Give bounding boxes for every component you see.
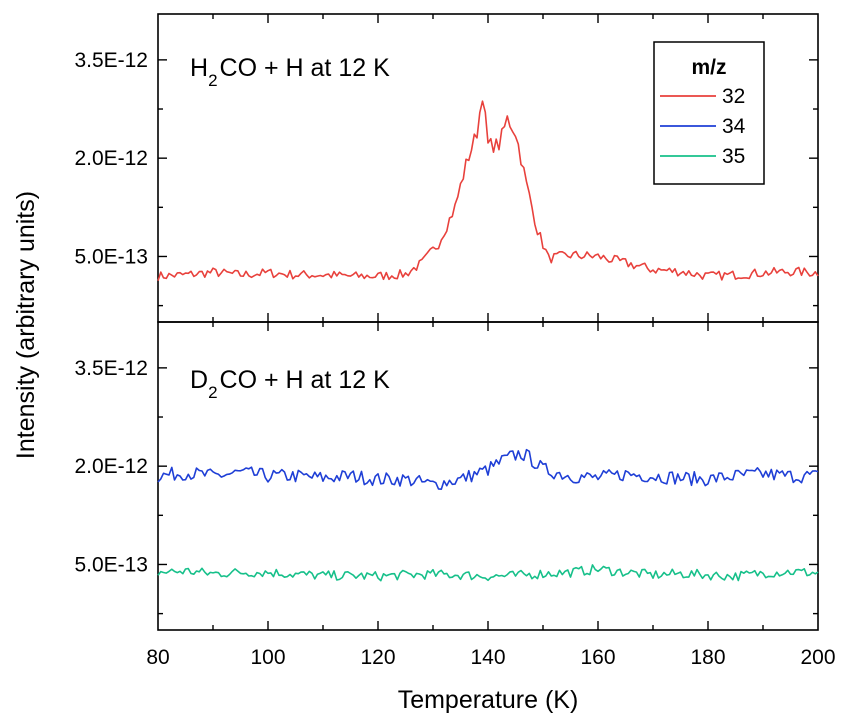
panel-title-bottom-rest: CO + H at 12 K [220,366,391,394]
labels-layer: 5.0E-13 2.0E-12 3.5E-12 5.0E-13 2.0E-12 3.5E-… [74,49,835,669]
series-line-35 [157,564,819,582]
x-tick-label: 80 [146,646,169,669]
series-line-32 [157,100,819,281]
x-tick-label: 200 [800,646,835,669]
legend-box [653,41,765,185]
y-tick-label: 2.0E-12 [74,455,148,478]
legend: m/z 32 34 35 [653,41,765,185]
y-axis-title: Intensity (arbitrary units) [12,191,40,459]
panel-title-bottom: D2CO + H at 12 K [190,366,390,402]
y-tick-label: 2.0E-12 [74,147,148,170]
x-tick-label: 120 [360,646,395,669]
panel-title-top-main: H [190,54,208,82]
legend-label-35: 35 [722,145,745,168]
x-axis-title: Temperature (K) [398,686,579,714]
legend-title: m/z [691,56,726,79]
y-tick-label: 5.0E-13 [74,553,148,576]
x-tick-label: 160 [580,646,615,669]
panel-title-top-sub: 2 [208,71,217,90]
series-line-34 [157,448,819,491]
series-layer [157,100,819,582]
tick-marks [158,14,818,630]
legend-label-34: 34 [722,115,746,138]
legend-label-32: 32 [722,85,745,108]
panel-title-bottom-main: D [190,366,208,394]
panel-title-top: H2CO + H at 12 K [190,54,390,90]
x-tick-label: 140 [470,646,505,669]
y-tick-label: 3.5E-12 [74,49,148,72]
x-tick-label: 180 [690,646,725,669]
panel-title-top-rest: CO + H at 12 K [220,54,391,82]
x-tick-label: 100 [250,646,285,669]
panel-title-bottom-sub: 2 [208,383,217,402]
y-tick-label: 3.5E-12 [74,357,148,380]
y-tick-label: 5.0E-13 [74,245,148,268]
